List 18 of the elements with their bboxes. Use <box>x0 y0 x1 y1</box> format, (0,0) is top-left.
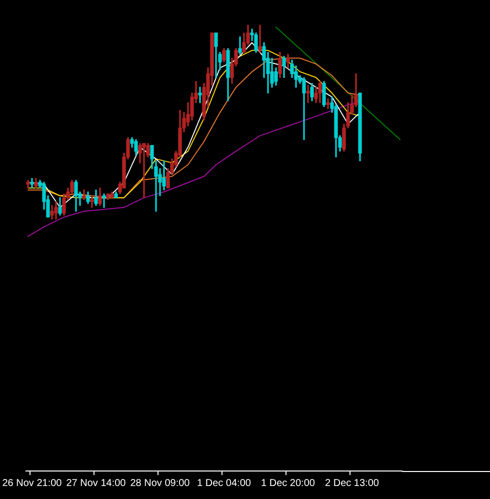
candlestick <box>326 98 330 109</box>
candlestick <box>90 195 94 208</box>
x-tick-label: 26 Nov 21:00 <box>2 478 62 489</box>
candlestick <box>154 160 158 212</box>
x-tick-label: 1 Dec 04:00 <box>197 478 252 489</box>
x-tick-label: 2 Dec 13:00 <box>325 478 380 489</box>
candlestick <box>238 36 242 55</box>
candlestick <box>102 193 106 208</box>
candlestick <box>30 178 34 188</box>
x-tick-label: 27 Nov 14:00 <box>66 478 126 489</box>
candlestick <box>258 24 262 53</box>
candlestick <box>82 190 86 200</box>
x-tick-label: 1 Dec 20:00 <box>261 478 316 489</box>
candlestick <box>198 86 202 104</box>
candlestick <box>142 143 146 198</box>
x-tick-label: 28 Nov 09:00 <box>130 478 190 489</box>
candlestick <box>302 77 306 140</box>
candlestick <box>306 84 310 104</box>
